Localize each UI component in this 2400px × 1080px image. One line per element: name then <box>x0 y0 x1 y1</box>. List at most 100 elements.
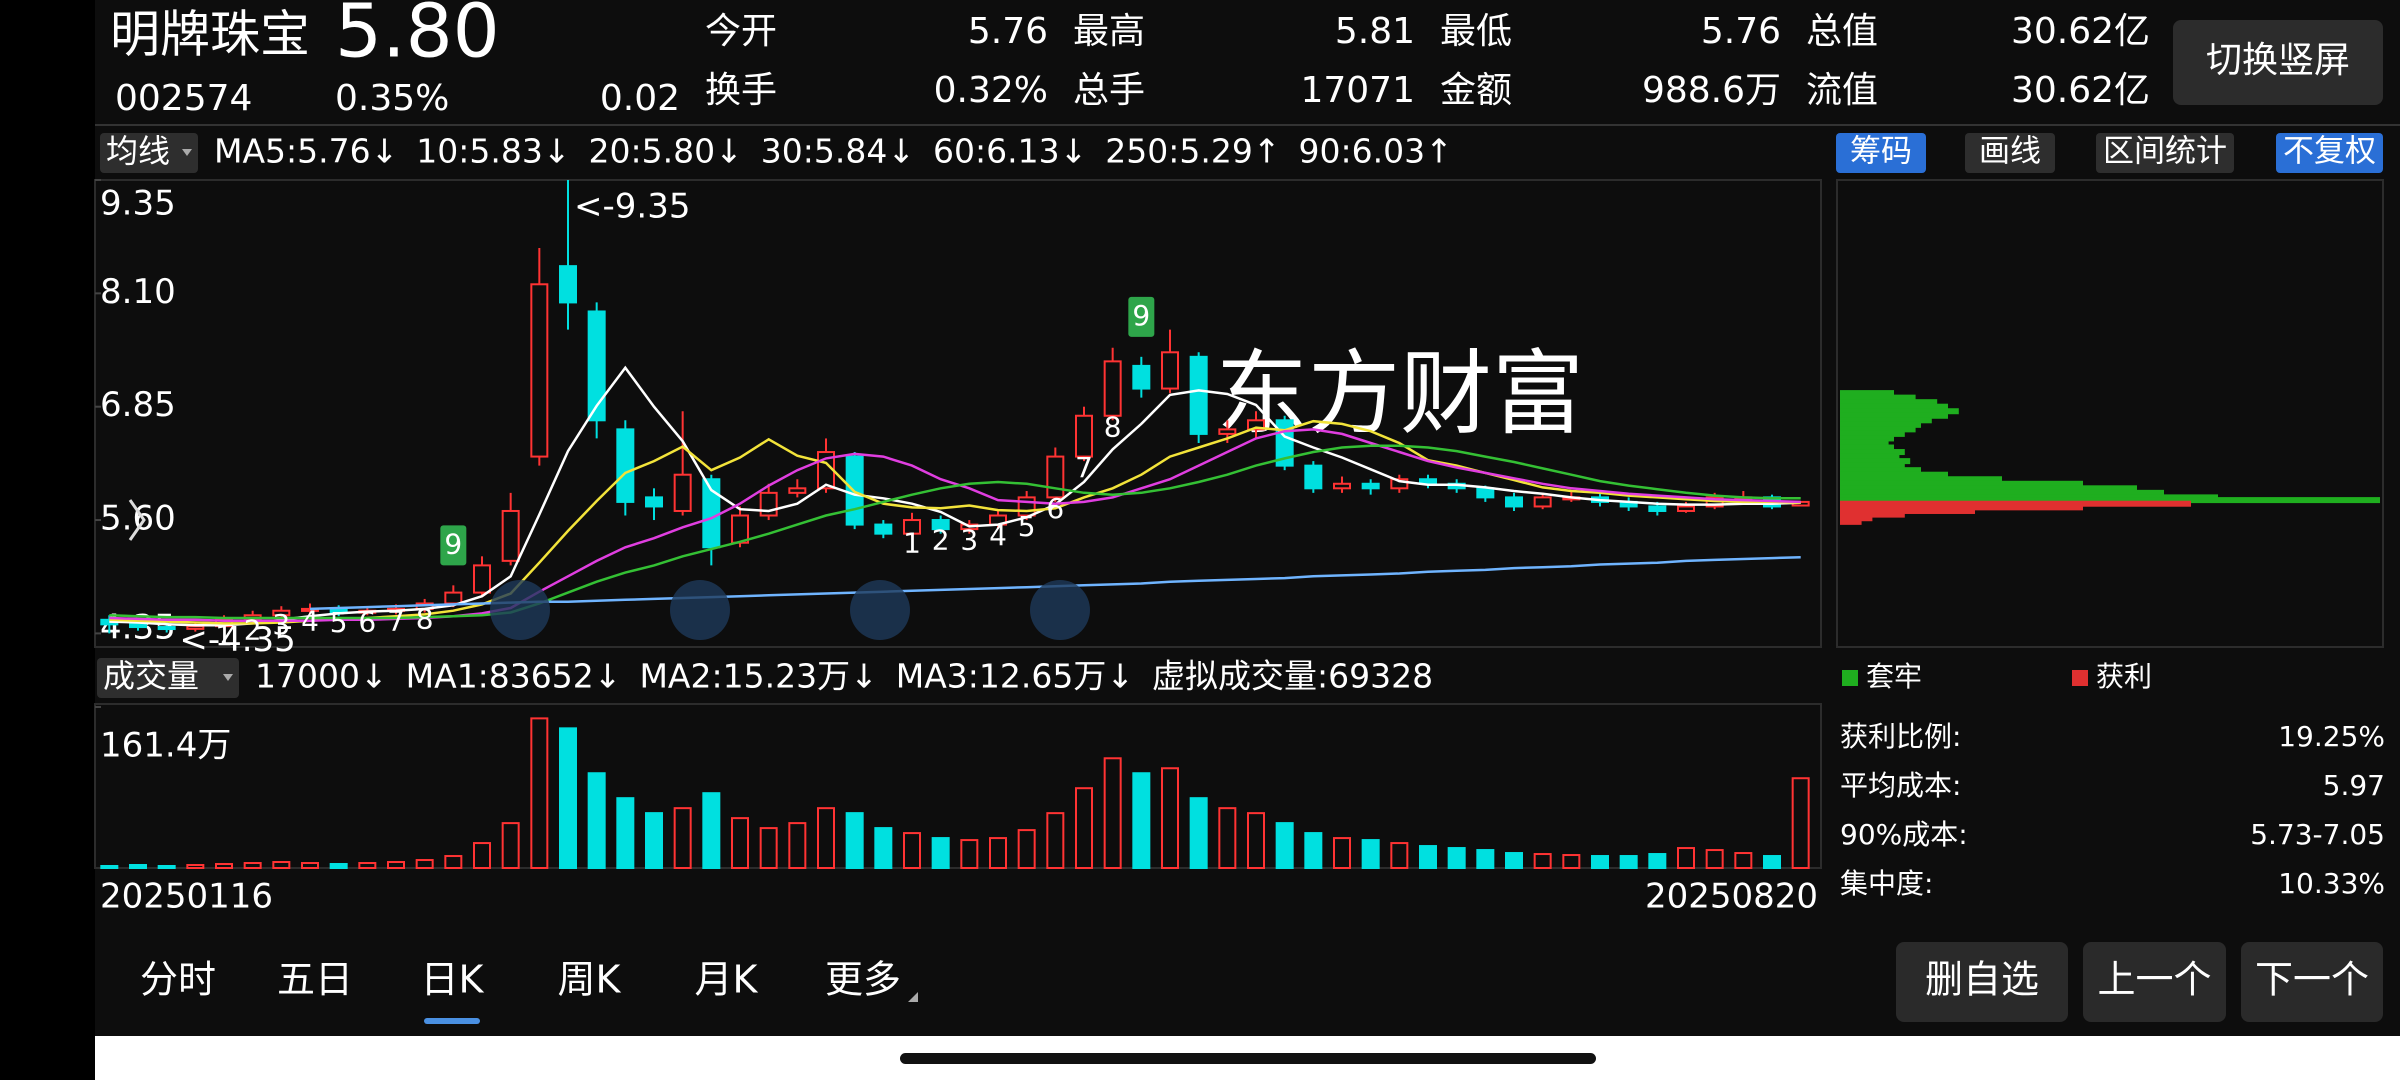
chart-control[interactable] <box>670 580 730 640</box>
td-label: 9 <box>444 527 462 560</box>
chip-bar <box>1840 403 1948 410</box>
change: 0.02 <box>600 78 680 119</box>
volume-bar <box>1619 855 1638 869</box>
stat-label: 总值 <box>1806 11 1878 52</box>
candle-body <box>129 623 147 629</box>
volume-bar <box>1075 787 1093 869</box>
tab[interactable]: 更多 <box>825 958 901 1002</box>
chip-stat-value: 19.25% <box>2278 720 2385 753</box>
volume-bar <box>1304 832 1323 869</box>
tab[interactable]: 周K <box>558 958 622 1002</box>
toolbar-button[interactable] <box>1965 133 2055 173</box>
ma-line <box>109 444 1801 620</box>
volume-bar <box>559 727 577 870</box>
date-label: 20250116 <box>100 877 273 917</box>
volume-bar <box>1476 849 1495 870</box>
volume-bar <box>157 865 176 869</box>
chip-bar <box>1840 511 1905 518</box>
td-label: 6 <box>358 605 376 638</box>
volume-bar <box>845 812 864 869</box>
td-label: 8 <box>1104 410 1122 443</box>
button[interactable] <box>2173 20 2383 105</box>
volume-bar <box>1218 807 1237 869</box>
tab[interactable]: 五日 <box>277 958 353 1002</box>
candle-body <box>1304 464 1323 490</box>
button[interactable] <box>2241 942 2383 1022</box>
chart-control[interactable] <box>1030 580 1090 640</box>
tab[interactable]: 月K <box>695 958 759 1002</box>
candle-body <box>444 591 463 605</box>
candle-body <box>673 473 692 512</box>
chip-bar <box>1840 435 1894 442</box>
volume-bar <box>415 859 434 870</box>
volume-bar <box>1591 855 1609 869</box>
toolbar-button[interactable] <box>2276 133 2383 173</box>
legend-item: 虚拟成交量:69328 <box>1152 657 1433 696</box>
candle-body <box>1218 428 1237 435</box>
chart-control[interactable] <box>850 580 910 640</box>
chip-bar <box>1840 453 1900 460</box>
candle-body <box>645 496 663 508</box>
tab[interactable]: 日K <box>421 958 485 1002</box>
selector-label[interactable]: 均线 <box>106 132 170 170</box>
selector[interactable] <box>100 133 198 173</box>
chart-control[interactable] <box>490 580 550 640</box>
dropdown-arrow <box>223 674 233 681</box>
volume-bar <box>1533 853 1552 869</box>
button-label[interactable]: 上一个 <box>2097 958 2211 1002</box>
kline-frame <box>94 179 1822 648</box>
selector[interactable] <box>97 658 239 698</box>
candle-body <box>931 519 950 531</box>
button-label[interactable]: 删自选 <box>1925 958 2039 1002</box>
button[interactable] <box>1896 942 2068 1022</box>
volume-bar <box>1705 849 1724 870</box>
volume-bar <box>1103 757 1122 870</box>
button-label[interactable]: 下一个 <box>2255 958 2369 1002</box>
volume-bar <box>1648 853 1667 869</box>
candle-body <box>530 283 549 458</box>
toolbar-label[interactable]: 区间统计 <box>2103 134 2227 170</box>
volume-bar <box>1046 812 1065 869</box>
volume-bar <box>1390 842 1409 869</box>
dropdown-arrow <box>182 149 192 156</box>
expand-arrow[interactable] <box>128 499 146 541</box>
chip-bar <box>1840 430 1905 437</box>
tab[interactable]: 分时 <box>140 958 216 1002</box>
button-label[interactable]: 切换竖屏 <box>2206 40 2350 81</box>
button[interactable] <box>2083 942 2226 1022</box>
selector-label[interactable]: 成交量 <box>103 657 199 695</box>
legend-item: 17000↓ <box>255 657 388 696</box>
candle-body <box>1648 505 1667 512</box>
legend-swatch <box>1842 670 1858 686</box>
candle-body <box>559 265 577 304</box>
candle-body <box>1103 360 1122 417</box>
toolbar-button[interactable] <box>1836 133 1926 173</box>
volume-bar <box>301 862 319 869</box>
td-label: 4 <box>301 604 319 637</box>
td-label: 7 <box>387 604 405 637</box>
legend-item: 10:5.83↓ <box>416 132 570 171</box>
legend-item: 30:5.84↓ <box>761 132 915 171</box>
watermark: 东方财富 <box>1216 340 1584 447</box>
candle-body <box>1505 496 1523 508</box>
volume-bar <box>960 839 979 870</box>
chip-bar <box>1840 471 1948 478</box>
candle-body <box>1247 419 1265 431</box>
toolbar-button[interactable] <box>2096 133 2234 173</box>
stat-label: 今开 <box>705 11 777 52</box>
volume-bar <box>1562 854 1581 870</box>
toolbar-label[interactable]: 不复权 <box>2283 134 2376 170</box>
td-label: 2 <box>932 524 950 557</box>
stat-value: 5.81 <box>1335 11 1415 52</box>
chip-bar <box>1840 408 1959 415</box>
chip-stat-label: 集中度: <box>1840 867 1933 900</box>
ma-line <box>109 419 1801 625</box>
home-indicator[interactable] <box>900 1053 1596 1064</box>
toolbar-label[interactable]: 筹码 <box>1850 134 1912 170</box>
td-label: 6 <box>1046 492 1064 525</box>
toolbar-label[interactable]: 画线 <box>1979 134 2041 170</box>
y-tick-label: 5.60 <box>100 499 176 539</box>
y-tick-label: 9.35 <box>100 184 176 224</box>
candle-body <box>788 487 807 494</box>
